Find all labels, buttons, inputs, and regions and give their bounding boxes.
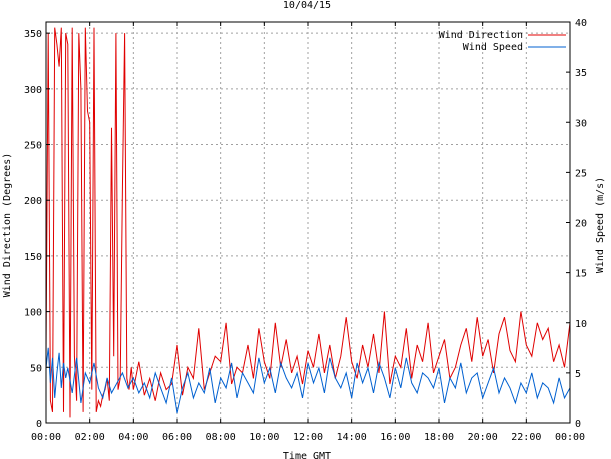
- x-tick-label: 12:00: [293, 432, 323, 443]
- y-right-tick-label: 25: [575, 168, 587, 179]
- y-right-tick-label: 40: [575, 18, 587, 29]
- x-tick-label: 18:00: [424, 432, 454, 443]
- x-tick-label: 02:00: [75, 432, 105, 443]
- legend-label-wind-speed: Wind Speed: [463, 42, 523, 53]
- y-right-tick-label: 5: [575, 369, 581, 380]
- y-left-tick-label: 150: [24, 252, 42, 263]
- x-tick-label: 20:00: [468, 432, 498, 443]
- y-right-tick-label: 30: [575, 118, 587, 129]
- x-tick-label: 06:00: [162, 432, 192, 443]
- x-axis-label: Time GMT: [283, 451, 331, 459]
- legend: Wind Direction Wind Speed: [439, 30, 566, 53]
- y-left-tick-label: 250: [24, 141, 42, 152]
- x-tick-label: 10:00: [249, 432, 279, 443]
- y-left-tick-label: 50: [30, 363, 42, 374]
- y-left-tick-label: 100: [24, 308, 42, 319]
- x-tick-label: 08:00: [206, 432, 236, 443]
- y-left-tick-label: 300: [24, 85, 42, 96]
- y-axis-label-left: Wind Direction (Degrees): [2, 153, 13, 298]
- x-tick-label: 16:00: [380, 432, 410, 443]
- chart-title: 10/04/15: [283, 0, 331, 11]
- y-right-tick-label: 35: [575, 68, 587, 79]
- y-right-tick-label: 20: [575, 219, 587, 230]
- series-line-wind-speed: [45, 347, 571, 414]
- axis-ticks: 00:00 02:00 04:00 06:00 08:00 10:00 12:00 14:00…: [24, 18, 587, 443]
- x-tick-label: 04:00: [118, 432, 148, 443]
- y-right-tick-label: 10: [575, 319, 587, 330]
- grid: [46, 22, 570, 423]
- series-layer: [45, 27, 571, 418]
- x-tick-label: 14:00: [337, 432, 367, 443]
- legend-label-wind-direction: Wind Direction: [439, 30, 523, 41]
- y-left-tick-label: 350: [24, 29, 42, 40]
- x-tick-label: 22:00: [511, 432, 541, 443]
- y-axis-label-right: Wind Speed (m/s): [595, 177, 606, 273]
- y-right-tick-label: 15: [575, 269, 587, 280]
- y-right-tick-label: 0: [575, 419, 581, 430]
- x-tick-label: 00:00: [555, 432, 585, 443]
- y-left-tick-label: 0: [36, 419, 42, 430]
- x-tick-label: 00:00: [31, 432, 61, 443]
- y-left-tick-label: 200: [24, 196, 42, 207]
